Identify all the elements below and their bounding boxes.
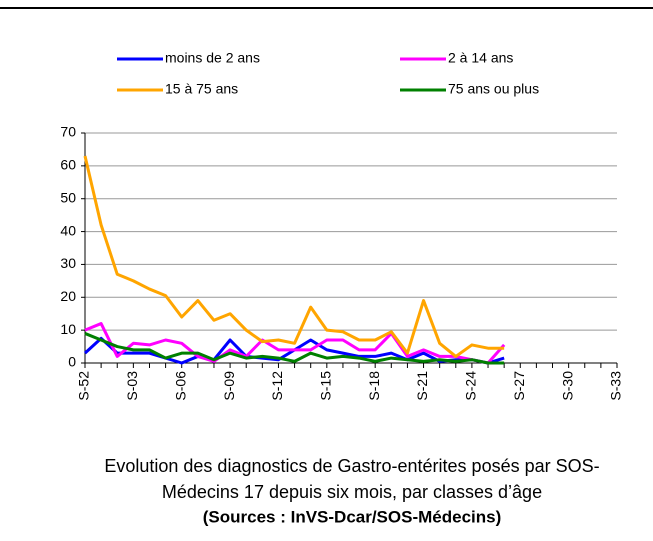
legend-label: 15 à 75 ans [165,81,238,97]
caption-line: Evolution des diagnostics de Gastro-enté… [104,456,599,476]
y-tick-label: 30 [60,255,76,271]
x-tick-label: S-27 [511,371,527,401]
x-tick-label: S-30 [559,371,575,401]
x-tick-label: S-24 [463,371,479,401]
y-tick-label: 20 [60,288,76,304]
caption-source: (Sources : InVS-Dcar/SOS-Médecins) [203,507,502,526]
series-line [84,322,506,365]
legend-label: moins de 2 ans [165,50,260,66]
y-tick-label: 60 [60,157,76,173]
x-tick-label: S-15 [318,371,334,401]
series-line [83,155,505,358]
y-tick-label: 10 [60,321,76,337]
series-line [84,332,505,365]
x-tick-label: S-52 [76,371,92,401]
caption-line: Médecins 17 depuis six mois, par classes… [162,482,542,502]
x-tick-label: S-18 [366,371,382,401]
y-tick-label: 70 [60,124,76,140]
y-tick-label: 0 [68,354,76,370]
x-tick-label: S-12 [269,371,285,401]
legend-label: 2 à 14 ans [448,50,513,66]
x-tick-label: S-21 [414,371,430,401]
y-tick-label: 40 [60,222,76,238]
legend-label: 75 ans ou plus [448,81,539,97]
x-tick-label: S-33 [608,371,624,401]
y-tick-label: 50 [60,189,76,205]
x-tick-label: S-06 [172,371,188,401]
x-tick-label: S-09 [221,371,237,401]
x-tick-label: S-03 [124,371,140,401]
